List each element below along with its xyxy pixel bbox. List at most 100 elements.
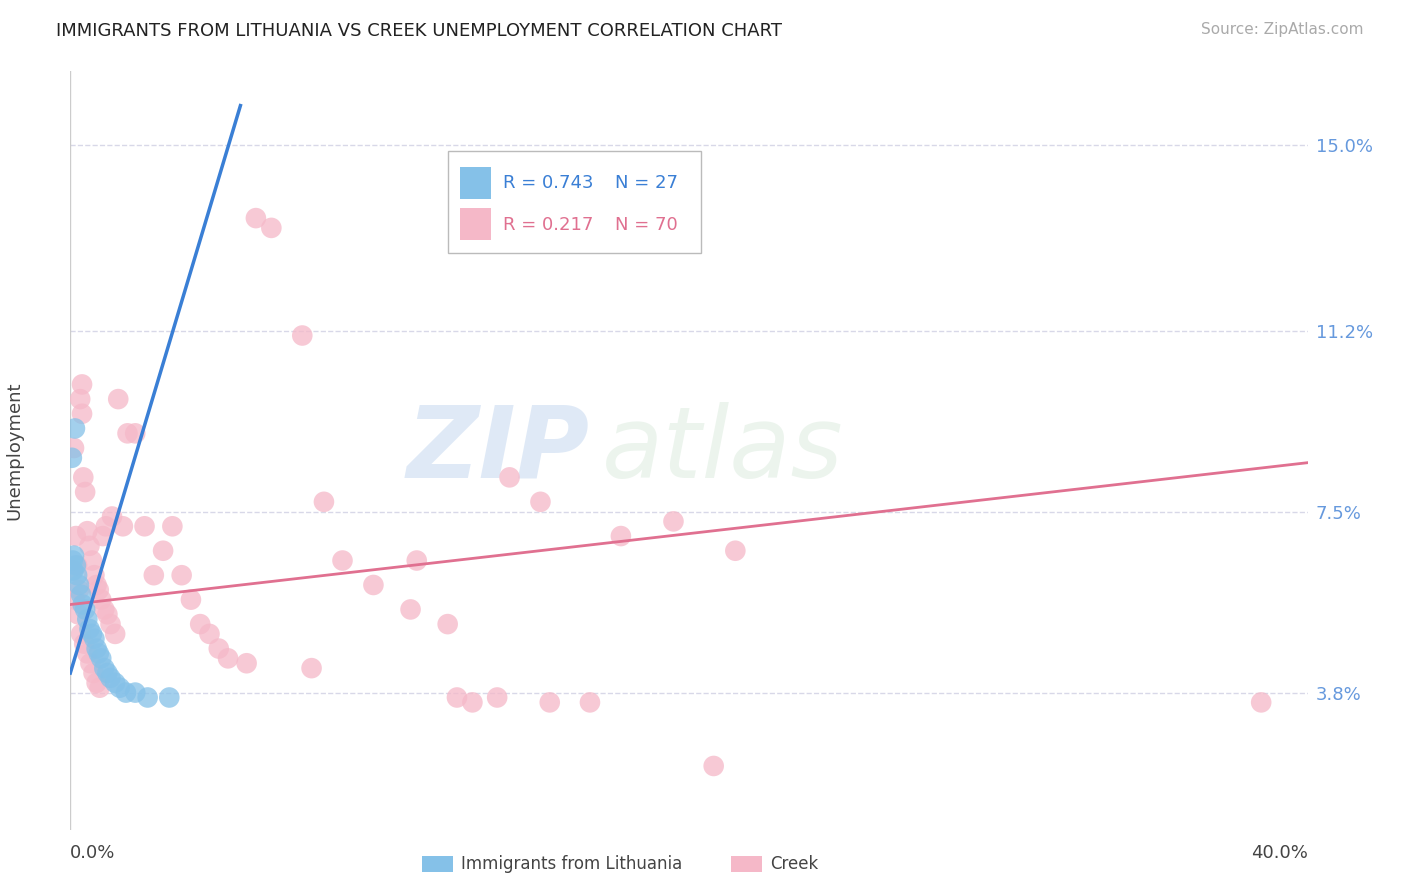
Point — [63, 421, 86, 435]
Point — [104, 627, 127, 641]
Point — [86, 675, 108, 690]
Point — [332, 553, 354, 567]
Point — [208, 641, 231, 656]
Point — [170, 568, 193, 582]
Point — [91, 529, 114, 543]
Point — [62, 553, 84, 567]
Text: 0.0%: 0.0% — [70, 844, 115, 863]
Point — [93, 602, 115, 616]
Point — [72, 598, 94, 612]
Point — [461, 695, 484, 709]
Text: N = 27: N = 27 — [614, 174, 678, 192]
Point — [73, 637, 96, 651]
Text: Immigrants from Lithuania: Immigrants from Lithuania — [461, 855, 682, 873]
Text: Source: ZipAtlas.com: Source: ZipAtlas.com — [1201, 22, 1364, 37]
Point — [63, 549, 86, 563]
Point — [72, 470, 94, 484]
Point — [70, 588, 93, 602]
Point — [70, 407, 93, 421]
Point — [76, 612, 98, 626]
Text: Creek: Creek — [770, 855, 818, 873]
Point — [66, 558, 89, 573]
Text: 40.0%: 40.0% — [1251, 844, 1308, 863]
Point — [446, 690, 468, 705]
Point — [100, 617, 122, 632]
Point — [291, 328, 314, 343]
Point — [162, 519, 184, 533]
Point — [67, 607, 90, 622]
Point — [198, 627, 221, 641]
Point — [235, 657, 257, 671]
Point — [75, 485, 97, 500]
Point — [498, 470, 520, 484]
Point — [529, 495, 551, 509]
Point — [63, 441, 86, 455]
Point — [79, 657, 101, 671]
Point — [724, 543, 747, 558]
FancyBboxPatch shape — [460, 167, 491, 199]
Point — [117, 426, 139, 441]
Point — [104, 675, 127, 690]
Point — [86, 641, 108, 656]
Point — [83, 632, 105, 646]
Point — [90, 651, 112, 665]
FancyBboxPatch shape — [447, 151, 702, 253]
Point — [66, 568, 89, 582]
Point — [217, 651, 239, 665]
Point — [111, 519, 134, 533]
Point — [70, 377, 93, 392]
Point — [89, 681, 111, 695]
Point — [65, 529, 87, 543]
Point — [124, 426, 146, 441]
Point — [96, 666, 118, 681]
Point — [100, 671, 122, 685]
FancyBboxPatch shape — [460, 208, 491, 240]
Point — [94, 519, 117, 533]
Point — [136, 690, 159, 705]
Point — [405, 553, 427, 567]
Point — [63, 592, 86, 607]
Point — [67, 582, 90, 597]
Point — [188, 617, 211, 632]
Text: R = 0.743: R = 0.743 — [503, 174, 593, 192]
Text: R = 0.217: R = 0.217 — [503, 216, 593, 234]
Text: atlas: atlas — [602, 402, 844, 499]
Point — [579, 695, 602, 709]
Point — [87, 647, 110, 661]
Point — [87, 582, 110, 597]
Point — [107, 392, 129, 406]
Point — [399, 602, 422, 616]
Point — [662, 515, 685, 529]
Point — [157, 690, 180, 705]
Point — [76, 647, 98, 661]
Point — [83, 568, 105, 582]
Point — [301, 661, 323, 675]
Point — [67, 578, 90, 592]
Point — [75, 602, 97, 616]
Point — [101, 509, 124, 524]
Point — [60, 450, 83, 465]
Point — [260, 220, 283, 235]
Point — [703, 759, 725, 773]
Point — [363, 578, 385, 592]
Point — [79, 539, 101, 553]
Point — [142, 568, 165, 582]
Point — [312, 495, 335, 509]
Point — [152, 543, 174, 558]
Point — [82, 666, 105, 681]
Point — [1250, 695, 1272, 709]
Point — [96, 607, 118, 622]
Text: N = 70: N = 70 — [614, 216, 678, 234]
Point — [134, 519, 156, 533]
Point — [65, 558, 87, 573]
Point — [62, 563, 84, 577]
Point — [79, 622, 101, 636]
Point — [486, 690, 509, 705]
Text: Unemployment: Unemployment — [6, 381, 24, 520]
Point — [538, 695, 561, 709]
Point — [76, 524, 98, 538]
Point — [115, 685, 138, 699]
Point — [80, 553, 103, 567]
Point — [108, 681, 131, 695]
Point — [69, 392, 91, 406]
